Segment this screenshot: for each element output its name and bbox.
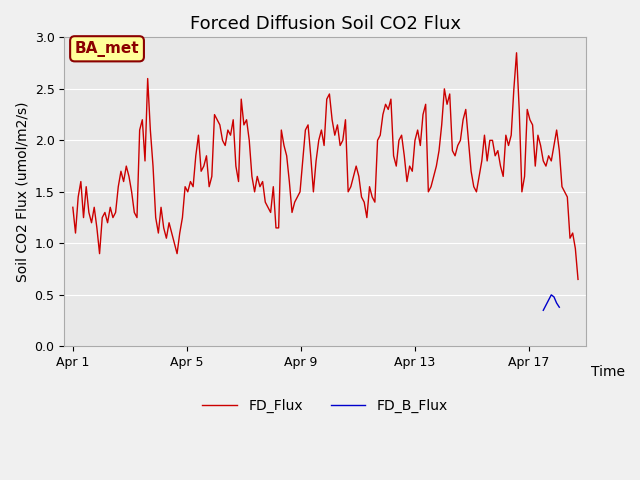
FD_B_Flux xyxy=(547,292,555,298)
FD_Flux xyxy=(122,163,130,169)
FD_Flux xyxy=(299,158,307,164)
FD_Flux xyxy=(213,117,221,122)
FD_B_Flux xyxy=(556,304,563,310)
FD_B_Flux xyxy=(553,300,561,306)
FD_Flux xyxy=(513,50,520,56)
FD_B_Flux xyxy=(550,294,558,300)
FD_B_Flux xyxy=(542,302,550,308)
FD_Flux xyxy=(187,179,195,184)
Legend: FD_Flux, FD_B_Flux: FD_Flux, FD_B_Flux xyxy=(197,394,453,419)
Title: Forced Diffusion Soil CO2 Flux: Forced Diffusion Soil CO2 Flux xyxy=(189,15,461,33)
FD_B_Flux xyxy=(545,297,552,303)
Text: Time: Time xyxy=(591,365,625,379)
Y-axis label: Soil CO2 Flux (umol/m2/s): Soil CO2 Flux (umol/m2/s) xyxy=(15,102,29,282)
FD_B_Flux xyxy=(540,307,547,313)
FD_Flux xyxy=(69,204,77,210)
FD_Flux xyxy=(221,143,229,148)
Line: FD_Flux: FD_Flux xyxy=(73,53,578,279)
Line: FD_B_Flux: FD_B_Flux xyxy=(543,295,559,310)
FD_Flux xyxy=(574,276,582,282)
FD_Flux xyxy=(323,96,331,102)
Text: BA_met: BA_met xyxy=(75,41,140,57)
